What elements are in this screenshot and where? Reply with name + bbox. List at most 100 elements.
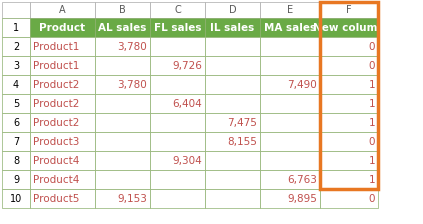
Text: IL sales: IL sales <box>210 22 255 32</box>
Bar <box>150 151 205 170</box>
Text: 6,763: 6,763 <box>287 174 317 185</box>
Text: 9,153: 9,153 <box>117 194 147 203</box>
Bar <box>205 94 260 113</box>
Bar <box>95 37 150 56</box>
Bar <box>150 56 205 75</box>
Text: FL sales: FL sales <box>154 22 201 32</box>
Bar <box>30 2 95 18</box>
Bar <box>2 94 30 113</box>
Text: MA sales: MA sales <box>264 22 316 32</box>
Text: 5: 5 <box>13 99 19 108</box>
Text: Product2: Product2 <box>33 80 80 90</box>
Bar <box>95 75 150 94</box>
Bar <box>205 170 260 189</box>
Text: 3: 3 <box>13 60 19 71</box>
Bar <box>95 18 150 37</box>
Bar <box>2 151 30 170</box>
Bar <box>2 2 30 18</box>
Bar <box>150 37 205 56</box>
Bar <box>95 151 150 170</box>
Text: Product1: Product1 <box>33 60 80 71</box>
Text: 7,475: 7,475 <box>227 118 257 127</box>
Bar <box>30 189 95 208</box>
Bar <box>2 189 30 208</box>
Text: Product: Product <box>39 22 85 32</box>
Text: New column: New column <box>313 22 385 32</box>
Bar <box>260 189 320 208</box>
Bar <box>260 2 320 18</box>
Bar <box>150 170 205 189</box>
Bar <box>320 37 378 56</box>
Bar <box>95 132 150 151</box>
Text: 7,490: 7,490 <box>287 80 317 90</box>
Text: 3,780: 3,780 <box>117 41 147 52</box>
Text: 1: 1 <box>368 155 375 166</box>
Text: Product2: Product2 <box>33 118 80 127</box>
Bar <box>2 75 30 94</box>
Bar <box>320 151 378 170</box>
Bar <box>320 132 378 151</box>
Text: 1: 1 <box>13 22 19 32</box>
Text: 9,304: 9,304 <box>172 155 202 166</box>
Bar <box>150 2 205 18</box>
Text: 8: 8 <box>13 155 19 166</box>
Text: B: B <box>119 5 126 15</box>
Bar <box>205 37 260 56</box>
Bar <box>320 94 378 113</box>
Bar <box>95 170 150 189</box>
Text: Product3: Product3 <box>33 136 80 146</box>
Text: C: C <box>174 5 181 15</box>
Bar <box>30 132 95 151</box>
Text: 4: 4 <box>13 80 19 90</box>
Bar <box>30 151 95 170</box>
Bar <box>205 56 260 75</box>
Bar <box>95 2 150 18</box>
Text: 6,404: 6,404 <box>172 99 202 108</box>
Text: 1: 1 <box>368 118 375 127</box>
Text: 0: 0 <box>368 136 375 146</box>
Text: Product2: Product2 <box>33 99 80 108</box>
Bar <box>320 2 378 189</box>
Text: 7: 7 <box>13 136 19 146</box>
Text: 10: 10 <box>10 194 22 203</box>
Text: 0: 0 <box>368 60 375 71</box>
Bar <box>2 56 30 75</box>
Bar <box>150 94 205 113</box>
Bar <box>320 170 378 189</box>
Bar <box>205 151 260 170</box>
Bar <box>260 113 320 132</box>
Text: 0: 0 <box>368 194 375 203</box>
Bar <box>150 18 205 37</box>
Bar <box>30 94 95 113</box>
Bar <box>30 37 95 56</box>
Text: AL sales: AL sales <box>98 22 147 32</box>
Text: 1: 1 <box>368 174 375 185</box>
Text: A: A <box>59 5 66 15</box>
Bar <box>320 189 378 208</box>
Text: Product1: Product1 <box>33 41 80 52</box>
Bar <box>205 113 260 132</box>
Bar <box>2 18 30 37</box>
Bar <box>95 56 150 75</box>
Bar <box>95 94 150 113</box>
Text: Product4: Product4 <box>33 174 80 185</box>
Bar <box>260 151 320 170</box>
Text: 0: 0 <box>368 41 375 52</box>
Bar <box>30 170 95 189</box>
Bar <box>320 2 378 18</box>
Text: 3,780: 3,780 <box>117 80 147 90</box>
Bar <box>150 189 205 208</box>
Bar <box>205 132 260 151</box>
Bar <box>150 132 205 151</box>
Bar <box>150 113 205 132</box>
Text: Product5: Product5 <box>33 194 80 203</box>
Bar <box>260 18 320 37</box>
Text: 9,895: 9,895 <box>287 194 317 203</box>
Bar <box>320 18 378 37</box>
Bar <box>320 56 378 75</box>
Text: 9: 9 <box>13 174 19 185</box>
Bar <box>30 113 95 132</box>
Bar <box>205 18 260 37</box>
Text: D: D <box>229 5 236 15</box>
Bar <box>260 75 320 94</box>
